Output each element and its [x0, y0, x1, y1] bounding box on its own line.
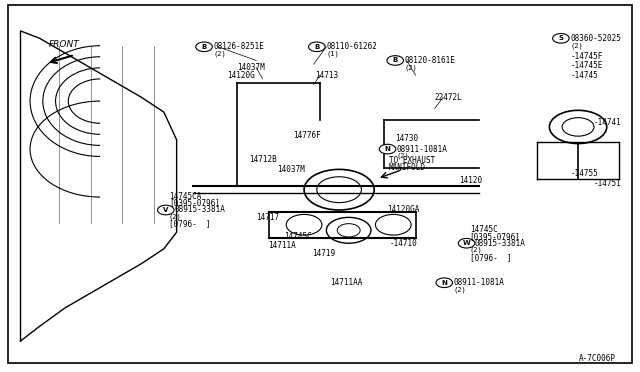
Text: 08915-3381A: 08915-3381A [475, 239, 525, 248]
Text: -14751: -14751 [594, 179, 621, 187]
Text: 08911-1081A: 08911-1081A [396, 145, 447, 154]
Text: 14745C: 14745C [284, 232, 312, 241]
Text: [0796-  ]: [0796- ] [169, 219, 211, 228]
Text: 08110-61262: 08110-61262 [326, 42, 377, 51]
Circle shape [308, 42, 325, 52]
Text: [0395-0796]: [0395-0796] [470, 232, 520, 241]
Text: 14745CA: 14745CA [169, 192, 202, 201]
Text: A-7C006P: A-7C006P [579, 354, 616, 363]
Text: N: N [385, 146, 390, 152]
Text: 14037M: 14037M [237, 63, 265, 72]
Text: 08126-8251E: 08126-8251E [214, 42, 264, 51]
Text: 14037M: 14037M [276, 164, 305, 173]
Text: -14745E: -14745E [570, 61, 603, 70]
Text: 14711AA: 14711AA [330, 278, 363, 287]
Text: B: B [202, 44, 207, 50]
Text: (2): (2) [570, 42, 583, 49]
Text: 08915-3381A: 08915-3381A [174, 205, 225, 215]
Text: FRONT: FRONT [49, 41, 79, 49]
Text: W: W [463, 240, 470, 246]
Text: 14120G: 14120G [228, 71, 255, 80]
Text: 14711A: 14711A [268, 241, 296, 250]
Text: (2): (2) [470, 247, 483, 253]
Text: (2): (2) [404, 64, 417, 71]
Circle shape [436, 278, 452, 288]
Circle shape [387, 56, 403, 65]
Text: (2): (2) [453, 286, 466, 293]
Text: 14719: 14719 [312, 249, 335, 258]
Text: 14776F: 14776F [293, 131, 321, 140]
Text: V: V [163, 207, 168, 213]
Text: 14745C: 14745C [470, 225, 497, 234]
Text: -14741: -14741 [594, 118, 621, 127]
Text: 14717: 14717 [256, 212, 280, 221]
Text: -14755: -14755 [570, 169, 598, 178]
Text: (1): (1) [326, 51, 339, 57]
Text: N: N [442, 280, 447, 286]
Circle shape [552, 33, 569, 43]
Text: B: B [314, 44, 319, 50]
Text: -14745F: -14745F [570, 52, 603, 61]
Text: 14120: 14120 [459, 176, 482, 185]
Text: 14712B: 14712B [248, 155, 276, 164]
Text: [0796-  ]: [0796- ] [470, 253, 511, 262]
Circle shape [157, 205, 174, 215]
Text: 08120-8161E: 08120-8161E [404, 56, 456, 65]
Text: TO EXHAUST: TO EXHAUST [389, 156, 435, 166]
Text: -14745: -14745 [570, 71, 598, 80]
Text: 08360-52025: 08360-52025 [570, 34, 621, 43]
Text: 08911-1081A: 08911-1081A [453, 278, 504, 287]
Text: 14713: 14713 [315, 71, 338, 80]
Circle shape [458, 238, 475, 248]
Text: (2): (2) [169, 214, 182, 220]
Text: -14710: -14710 [390, 240, 418, 248]
Text: (2): (2) [214, 51, 227, 57]
Text: 14730: 14730 [395, 134, 419, 143]
Circle shape [380, 144, 396, 154]
Circle shape [196, 42, 212, 52]
Text: 22472L: 22472L [435, 93, 463, 102]
Text: 14120GA: 14120GA [387, 205, 419, 215]
Text: MANIFOLD: MANIFOLD [389, 163, 426, 172]
Text: (2): (2) [396, 153, 409, 159]
Text: B: B [392, 57, 398, 64]
Text: [0395-0796]: [0395-0796] [169, 199, 220, 208]
Text: S: S [558, 35, 563, 41]
